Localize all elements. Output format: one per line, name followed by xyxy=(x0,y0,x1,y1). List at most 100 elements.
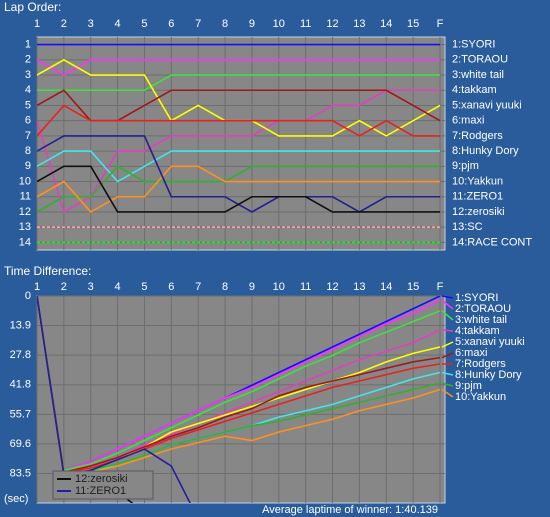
x-tick-label: 1 xyxy=(34,18,40,30)
x-tick-label: 11 xyxy=(300,18,311,30)
y-tick-label: 3 xyxy=(25,69,31,81)
legend-box xyxy=(52,470,154,500)
x-tick-label: F xyxy=(437,281,444,293)
series-label: 11:ZERO1 xyxy=(452,191,503,203)
series-label-tick xyxy=(441,329,454,332)
y-axis-label: (sec) xyxy=(4,493,28,505)
series-label: 9:pjm xyxy=(455,380,482,392)
y-tick-label: 2 xyxy=(25,54,31,66)
series-label-tick xyxy=(441,352,454,359)
series-label: 10:Yakkun xyxy=(455,391,506,403)
x-tick-label: 4 xyxy=(115,281,121,293)
x-tick-label: 10 xyxy=(273,281,285,293)
x-tick-label: 5 xyxy=(141,18,147,30)
x-tick-label: 14 xyxy=(380,281,392,293)
x-tick-label: 2 xyxy=(61,18,67,30)
series-label: 7:Rodgers xyxy=(455,358,506,370)
series-label: 5:xanavi yuuki xyxy=(452,99,522,111)
legend-label: 11:ZERO1 xyxy=(75,485,126,497)
x-tick-label: 3 xyxy=(88,281,94,293)
series-label: 1:SYORI xyxy=(455,292,498,304)
y-tick-label: 10 xyxy=(19,175,31,187)
series-label: 2:TORAOU xyxy=(455,303,511,315)
x-tick-label: 11 xyxy=(300,281,311,293)
series-label-tick xyxy=(441,371,454,376)
y-tick-label: 13.9 xyxy=(10,319,31,331)
y-tick-label: 0 xyxy=(25,290,31,302)
series-label-tick xyxy=(441,341,454,348)
series-label: 7:Rodgers xyxy=(452,130,503,142)
x-tick-label: 12 xyxy=(326,18,338,30)
series-label: 10:Yakkun xyxy=(452,175,503,187)
series-label: 14:RACE CONT xyxy=(452,236,532,248)
series-line xyxy=(37,89,440,214)
series-label: 6:maxi xyxy=(452,115,484,127)
legend-label: 12:zerosiki xyxy=(75,473,128,485)
y-tick-label: 1 xyxy=(25,39,31,51)
x-tick-label: 8 xyxy=(222,18,228,30)
y-tick-label: 11 xyxy=(20,191,31,203)
y-tick-label: 69.6 xyxy=(10,438,31,450)
series-label: 4:takkam xyxy=(452,84,497,96)
y-tick-label: 13 xyxy=(19,221,31,233)
series-label: 3:white tail xyxy=(452,69,504,81)
series-label-tick xyxy=(441,299,454,310)
series-line xyxy=(37,296,441,472)
y-tick-label: 6 xyxy=(25,115,31,127)
chart-title: Time Difference: xyxy=(4,264,91,278)
series-label: 12:zerosiki xyxy=(452,206,505,218)
y-tick-label: 8 xyxy=(25,145,31,157)
series-line xyxy=(37,296,441,476)
y-tick-label: 4 xyxy=(25,84,31,96)
series-line xyxy=(37,59,440,76)
series-layer xyxy=(37,296,441,503)
series-label: 13:SC xyxy=(452,221,483,233)
chart-title: Lap Order: xyxy=(4,0,61,14)
plot-area xyxy=(36,36,446,251)
x-tick-label: 13 xyxy=(353,281,365,293)
series-line xyxy=(37,165,440,213)
series-label: 8:Hunky Dory xyxy=(455,369,522,381)
y-tick-label: 55.7 xyxy=(10,408,31,420)
y-tick-label: 5 xyxy=(25,99,31,111)
y-tick-label: 14 xyxy=(19,236,31,248)
series-label-tick xyxy=(441,388,454,398)
x-tick-label: 14 xyxy=(380,18,392,30)
y-tick-label: 83.5 xyxy=(10,467,31,479)
series-label: 3:white tail xyxy=(455,314,507,326)
series-line xyxy=(37,150,440,183)
x-tick-label: F xyxy=(437,18,444,30)
x-tick-label: 2 xyxy=(61,281,67,293)
x-tick-label: 6 xyxy=(168,281,174,293)
y-tick-label: 7 xyxy=(25,130,31,142)
x-tick-label: 13 xyxy=(353,18,365,30)
x-tick-label: 1 xyxy=(34,281,40,293)
annotation: Average laptime of winner: 1:40.139 xyxy=(262,504,438,516)
series-label: 5:xanavi yuuki xyxy=(455,336,525,348)
y-tick-label: 12 xyxy=(19,206,31,218)
series-label: 6:maxi xyxy=(455,347,487,359)
x-tick-label: 10 xyxy=(273,18,285,30)
series-label-tick xyxy=(441,310,454,321)
series-line xyxy=(37,296,441,476)
series-line xyxy=(37,74,440,92)
x-tick-label: 15 xyxy=(407,281,419,293)
series-label: 4:takkam xyxy=(455,325,500,337)
x-tick-label: 8 xyxy=(222,281,228,293)
x-tick-label: 5 xyxy=(141,281,147,293)
x-tick-label: 15 xyxy=(407,18,419,30)
series-line xyxy=(37,104,440,137)
x-tick-label: 7 xyxy=(195,281,201,293)
x-tick-label: 4 xyxy=(115,18,121,30)
series-label: 8:Hunky Dory xyxy=(452,145,519,157)
x-tick-label: 12 xyxy=(326,281,338,293)
x-tick-label: 9 xyxy=(249,18,255,30)
series-label: 2:TORAOU xyxy=(452,54,508,66)
series-label: 1:SYORI xyxy=(452,39,495,51)
series-line xyxy=(37,296,441,474)
series-line xyxy=(37,296,441,472)
series-line xyxy=(37,296,441,474)
y-tick-label: 41.8 xyxy=(10,379,31,391)
series-line xyxy=(37,165,440,213)
